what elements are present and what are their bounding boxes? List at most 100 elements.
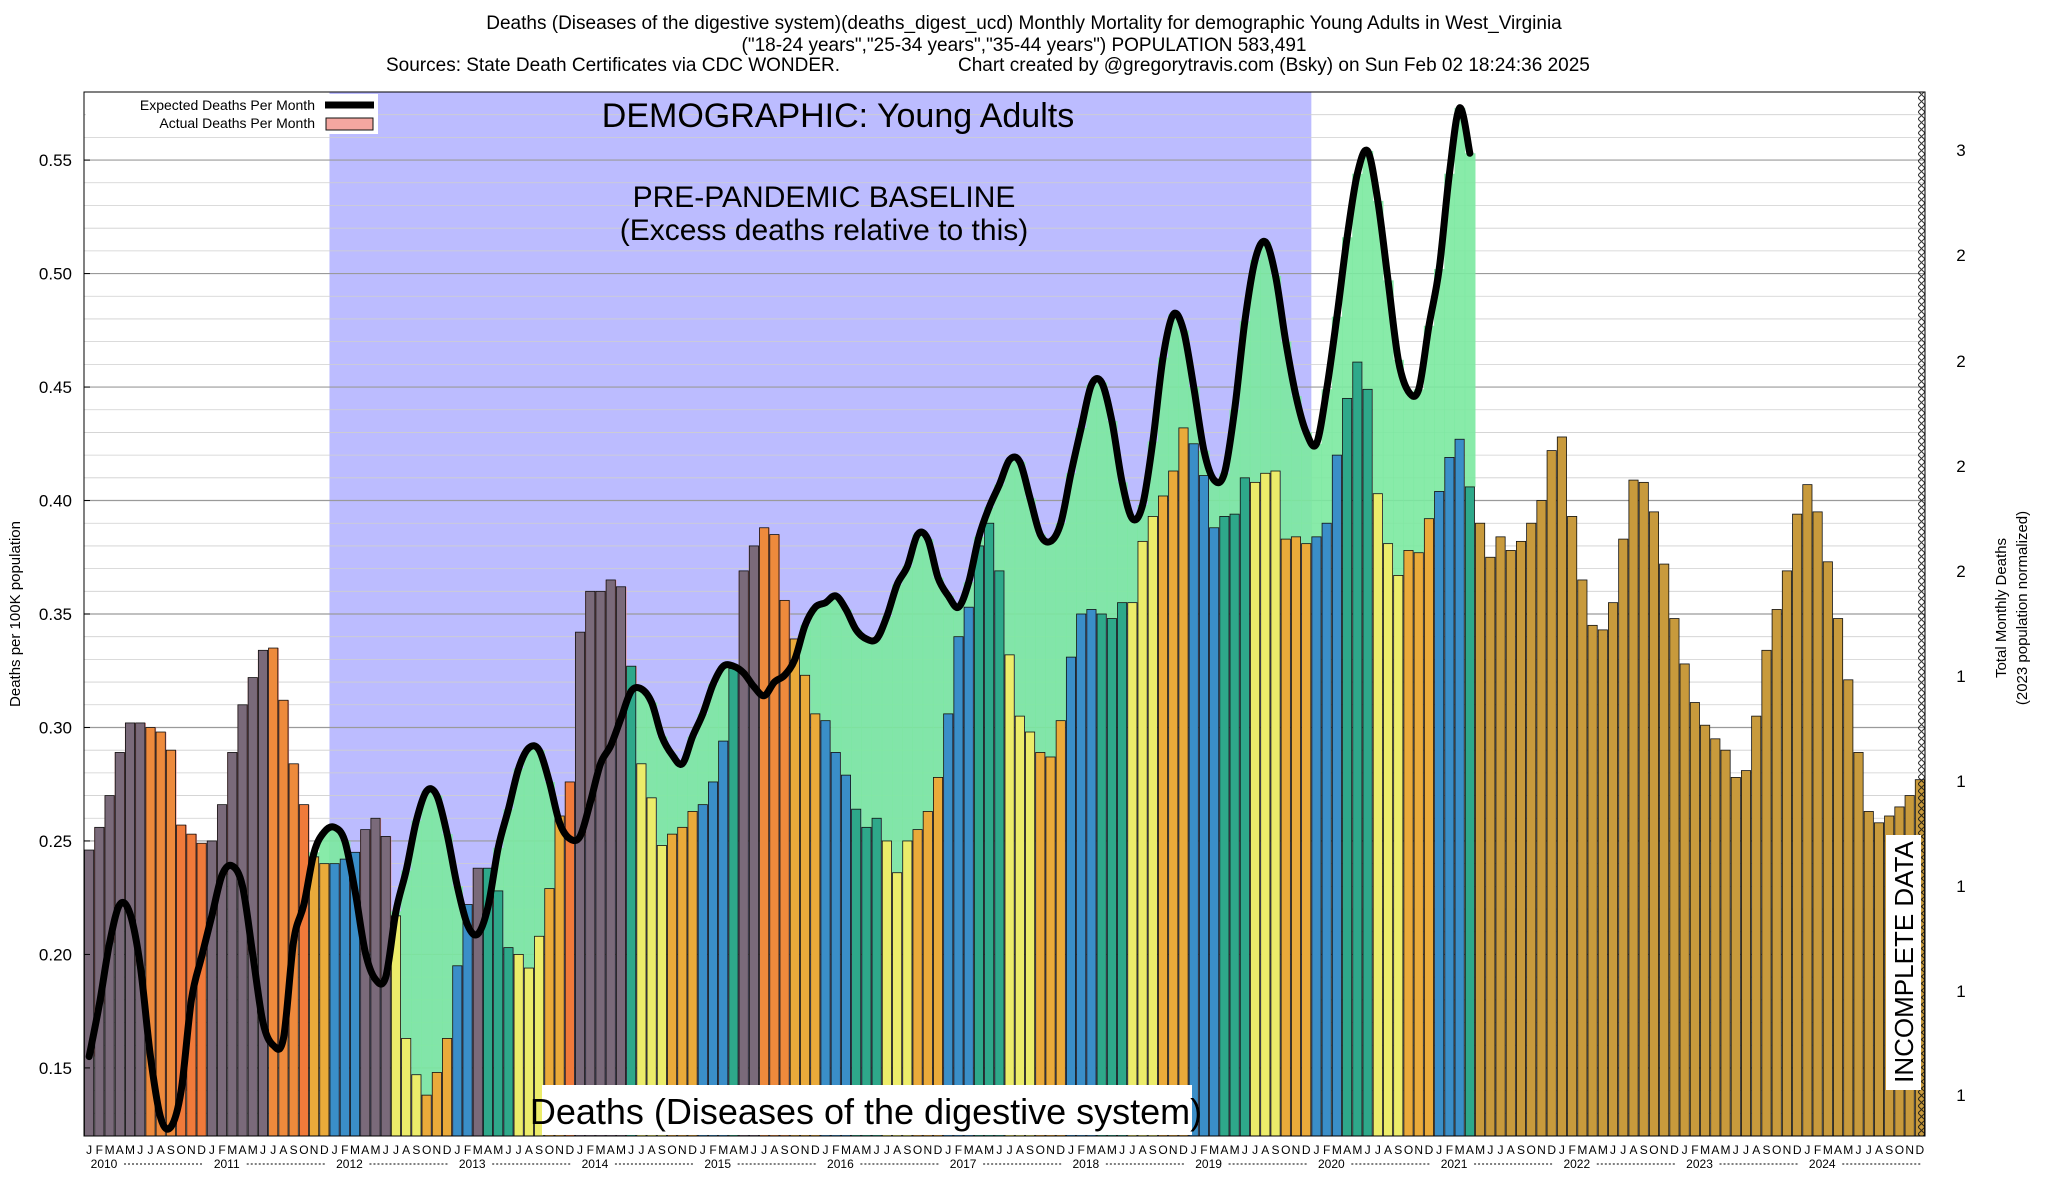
x-month-label: A bbox=[525, 1143, 533, 1157]
x-year-label: 2014 bbox=[582, 1157, 609, 1171]
x-month-label: S bbox=[781, 1143, 789, 1157]
x-month-label: O bbox=[176, 1143, 185, 1157]
bar bbox=[718, 740, 729, 1137]
excess-fill-segment bbox=[1454, 107, 1466, 440]
x-month-label: M bbox=[1107, 1143, 1117, 1157]
bar bbox=[1239, 477, 1250, 1137]
x-month-label: M bbox=[739, 1143, 749, 1157]
bar bbox=[1679, 663, 1690, 1137]
x-month-label: O bbox=[1649, 1143, 1658, 1157]
x-month-label: N bbox=[1660, 1143, 1669, 1157]
demographic-label: DEMOGRAPHIC: Young Adults bbox=[602, 97, 1074, 135]
x-month-label: J bbox=[761, 1143, 767, 1157]
x-month-label: M bbox=[493, 1143, 503, 1157]
bar bbox=[1045, 756, 1056, 1137]
x-month-label: F bbox=[464, 1143, 471, 1157]
excess-fill-segment bbox=[1127, 518, 1138, 603]
bar bbox=[1250, 481, 1261, 1137]
bar bbox=[1137, 540, 1148, 1137]
excess-fill-segment bbox=[666, 754, 678, 835]
bar bbox=[1873, 822, 1884, 1137]
bar bbox=[309, 856, 320, 1137]
excess-fill-segment bbox=[1362, 151, 1374, 390]
x-month-label: J bbox=[1375, 1143, 1381, 1157]
x-month-label: D bbox=[1916, 1143, 1925, 1157]
y-tick-label: 0.55 bbox=[39, 151, 72, 170]
excess-fill-segment bbox=[697, 713, 709, 805]
legend-actual-label: Actual Deaths Per Month bbox=[159, 115, 315, 131]
x-month-label: D bbox=[1056, 1143, 1065, 1157]
x-month-label: A bbox=[1711, 1143, 1719, 1157]
credit-text: Chart created by @gregorytravis.com (Bsk… bbox=[958, 55, 1590, 76]
y2-tick-label: 1 bbox=[1956, 1086, 1965, 1105]
x-month-label: A bbox=[852, 1143, 860, 1157]
bar bbox=[707, 781, 719, 1137]
x-month-label: M bbox=[1086, 1143, 1096, 1157]
x-month-label: N bbox=[678, 1143, 687, 1157]
x-month-label: F bbox=[1568, 1143, 1575, 1157]
bar bbox=[953, 636, 964, 1137]
x-month-label: F bbox=[96, 1143, 103, 1157]
x-month-label: A bbox=[279, 1143, 287, 1157]
x-month-label: M bbox=[1843, 1143, 1853, 1157]
bar bbox=[1710, 738, 1721, 1137]
x-month-label: M bbox=[1455, 1143, 1465, 1157]
bar bbox=[1321, 522, 1332, 1137]
annotations: DEMOGRAPHIC: Young Adults PRE-PANDEMIC BA… bbox=[530, 97, 1921, 1135]
x-month-label: A bbox=[648, 1143, 656, 1157]
x-month-label: S bbox=[290, 1143, 298, 1157]
excess-fill-segment bbox=[840, 609, 852, 776]
excess-fill-segment bbox=[1004, 459, 1016, 655]
excess-fill-segment bbox=[1270, 275, 1282, 472]
x-month-label: N bbox=[555, 1143, 564, 1157]
excess-fill-segment bbox=[1239, 321, 1251, 478]
bar bbox=[1229, 513, 1240, 1137]
excess-fill-segment bbox=[329, 827, 341, 864]
bar bbox=[1669, 618, 1680, 1137]
x-month-label: S bbox=[1640, 1143, 1648, 1157]
bar bbox=[227, 752, 238, 1137]
x-month-label: A bbox=[1139, 1143, 1147, 1157]
bar bbox=[1659, 563, 1670, 1137]
excess-fill-segment bbox=[421, 791, 433, 1096]
bar bbox=[1597, 629, 1608, 1137]
x-month-label: M bbox=[1475, 1143, 1485, 1157]
x-month-label: M bbox=[1598, 1143, 1608, 1157]
baseline-label-line1: PRE-PANDEMIC BASELINE bbox=[633, 181, 1016, 214]
bar bbox=[1505, 550, 1516, 1137]
x-month-label: N bbox=[1292, 1143, 1301, 1157]
bar bbox=[1383, 543, 1394, 1137]
bar bbox=[1158, 495, 1169, 1137]
x-month-label: A bbox=[1466, 1143, 1474, 1157]
bar bbox=[585, 590, 596, 1137]
x-month-label: O bbox=[790, 1143, 799, 1157]
bar bbox=[1086, 609, 1097, 1137]
x-month-label: D bbox=[320, 1143, 329, 1157]
x-month-label: F bbox=[709, 1143, 716, 1157]
bar bbox=[1761, 649, 1772, 1137]
x-month-label: O bbox=[1527, 1143, 1536, 1157]
bar bbox=[278, 699, 289, 1137]
y-tick-label: 0.35 bbox=[39, 605, 72, 624]
x-year-label: 2012 bbox=[336, 1157, 363, 1171]
x-month-label: J bbox=[516, 1143, 522, 1157]
x-month-label: S bbox=[903, 1143, 911, 1157]
bar bbox=[1577, 579, 1588, 1137]
bar bbox=[114, 752, 125, 1137]
bar bbox=[431, 1072, 442, 1137]
x-month-label: J bbox=[1007, 1143, 1013, 1157]
baseline-label-line2: (Excess deaths relative to this) bbox=[620, 214, 1029, 247]
bar bbox=[1720, 749, 1731, 1137]
x-month-label: F bbox=[1323, 1143, 1330, 1157]
bar bbox=[319, 863, 330, 1137]
x-month-label: J bbox=[270, 1143, 276, 1157]
x-month-label: J bbox=[86, 1143, 92, 1157]
excess-fill-segment bbox=[820, 602, 832, 721]
bar bbox=[759, 527, 770, 1137]
excess-fill-segment bbox=[1321, 389, 1333, 524]
x-month-label: J bbox=[1559, 1143, 1565, 1157]
bar bbox=[1311, 536, 1322, 1137]
excess-fill-segment bbox=[881, 616, 893, 841]
x-month-label: D bbox=[1179, 1143, 1188, 1157]
x-month-label: F bbox=[341, 1143, 348, 1157]
